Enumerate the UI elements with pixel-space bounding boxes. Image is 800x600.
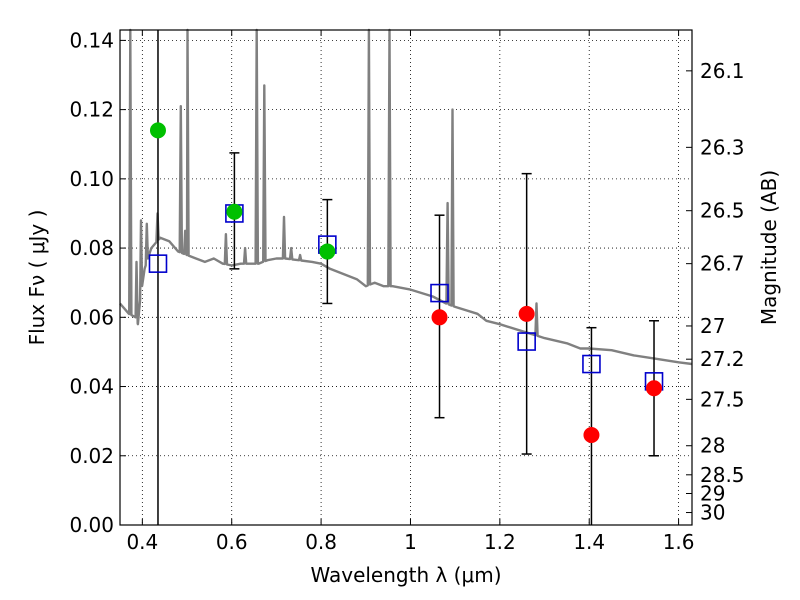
x-axis-ticks: 0.4 0.6 0.8 1 1.2 1.4 1.6 (126, 30, 695, 554)
y-tick-label: 0.02 (69, 444, 114, 468)
y-tick-label: 0.14 (69, 28, 114, 52)
observed-flux-point (226, 203, 243, 220)
y-tick-label: 0.06 (69, 305, 114, 329)
magnitude-tick-label: 29 (700, 482, 725, 506)
x-tick-label: 1.4 (573, 530, 605, 554)
magnitude-tick-label: 28 (700, 434, 725, 458)
x-tick-label: 1.2 (484, 530, 516, 554)
y-axis-ticks: 0.00 0.02 0.04 0.06 0.08 0.10 0.12 0.14 (69, 28, 126, 537)
magnitude-tick-label: 26.7 (700, 252, 745, 276)
y-axis-title: Flux Fν ( μJy ) (25, 210, 49, 346)
model-spectrum (119, 28, 693, 366)
error-bars (157, 30, 660, 525)
plot-frame (119, 29, 693, 526)
observed-flux-point (646, 380, 663, 397)
magnitude-tick-label: 27.5 (700, 387, 745, 411)
model-flux-square (582, 354, 601, 374)
observed-flux-markers (149, 122, 663, 443)
y-tick-label: 0.12 (69, 98, 114, 122)
spectrum-line (119, 28, 693, 366)
observed-flux-point (431, 309, 448, 326)
x-tick-label: 1.6 (663, 530, 695, 554)
magnitude-tick-label: 26.5 (700, 199, 745, 223)
magnitude-tick-label: 30 (700, 501, 725, 525)
model-flux-square (517, 332, 536, 351)
magnitude-axis-title: Magnitude (AB) (757, 170, 781, 325)
x-tick-label: 0.8 (305, 530, 337, 554)
x-tick-label: 1 (404, 530, 417, 554)
model-flux-square (148, 254, 168, 273)
x-tick-label: 0.6 (216, 530, 248, 554)
magnitude-tick-label: 28.5 (700, 463, 745, 487)
magnitude-tick-label: 26.1 (700, 59, 745, 83)
observed-flux-point (518, 305, 535, 322)
y-tick-label: 0.10 (69, 167, 114, 191)
model-flux-square (430, 283, 449, 303)
magnitude-tick-label: 26.3 (700, 135, 745, 159)
x-axis-title: Wavelength λ (μm) (310, 563, 501, 587)
x-tick-label: 0.4 (126, 530, 158, 554)
magnitude-tick-label: 27.2 (700, 347, 745, 371)
observed-flux-point (583, 427, 600, 443)
model-flux-markers (148, 204, 664, 391)
grid-lines (120, 30, 692, 526)
y-tick-label: 0.00 (69, 513, 114, 537)
observed-flux-point (149, 122, 166, 139)
observed-flux-point (319, 243, 336, 260)
y-tick-label: 0.08 (69, 236, 114, 260)
y-tick-label: 0.04 (69, 375, 114, 399)
magnitude-tick-label: 27 (700, 314, 725, 338)
